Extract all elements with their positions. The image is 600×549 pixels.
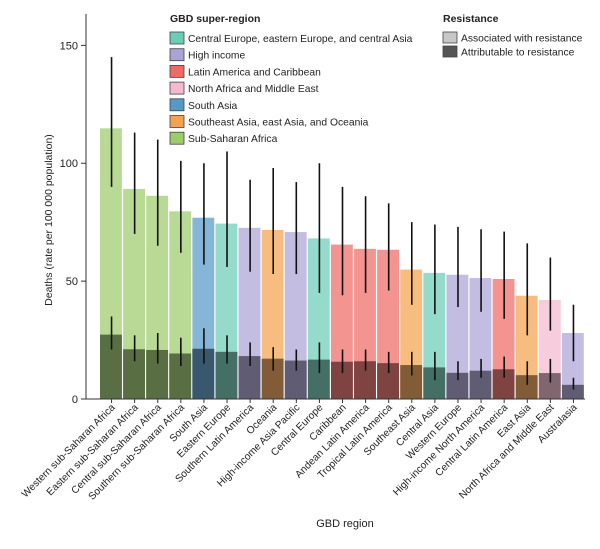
bar-attributable: [284, 360, 307, 399]
legend-label: Attributable to resistance: [461, 48, 575, 59]
legend-item: South Asia: [169, 98, 238, 112]
legend-swatch: [442, 31, 458, 44]
x-tick-label: Central sub-Saharan Africa: [70, 402, 165, 497]
bar-group: [492, 278, 515, 399]
bar-associated: [492, 278, 515, 399]
bar-associated: [561, 332, 584, 399]
bar-associated: [469, 278, 492, 399]
bar-group: [284, 232, 307, 399]
legend-layer: GBD super-region Central Europe, eastern …: [169, 13, 583, 145]
bar-group: [377, 249, 400, 399]
bar-associated: [146, 195, 169, 399]
bar-attributable: [261, 358, 284, 399]
y-axis-label: Deaths (rate per 100 000 population): [43, 134, 55, 306]
legend-item: North Africa and Middle East: [169, 81, 319, 95]
bar-attributable: [146, 349, 169, 399]
bar-associated: [261, 229, 284, 399]
bar-group: [100, 128, 122, 400]
legend-swatch: [169, 115, 185, 128]
bar-attributable: [538, 373, 561, 399]
bar-associated: [169, 211, 192, 399]
legend-label: Latin America and Caribbean: [188, 67, 321, 78]
bar-attributable: [100, 334, 122, 399]
legend-swatch: [442, 45, 458, 58]
bar-group: [215, 223, 238, 399]
bar-group: [561, 332, 584, 399]
legend-item: Latin America and Caribbean: [169, 65, 321, 78]
bar-attributable: [469, 370, 492, 399]
bar-associated: [307, 238, 330, 399]
bar-associated: [446, 274, 469, 399]
legend-swatch: [169, 65, 185, 78]
y-tick-label: 50: [66, 276, 78, 288]
legend-label: North Africa and Middle East: [188, 84, 319, 95]
legend-item: Southeast Asia, east Asia, and Oceania: [169, 115, 369, 129]
bar-group: [261, 229, 284, 399]
legend-label: South Asia: [188, 101, 238, 112]
bar-attributable: [192, 348, 215, 399]
legend-swatch: [169, 131, 185, 145]
bar-group: [515, 295, 538, 399]
bar-group: [423, 272, 446, 399]
bar-attributable: [400, 365, 423, 399]
legend-item: Central Europe, eastern Europe, and cent…: [169, 31, 413, 45]
bar-attributable: [377, 363, 400, 399]
bar-group: [446, 274, 469, 399]
legend-label: Southeast Asia, east Asia, and Oceania: [188, 118, 369, 129]
legend-label: Central Europe, eastern Europe, and cent…: [188, 34, 413, 45]
bar-group: [330, 244, 353, 399]
legend-item: Attributable to resistance: [442, 45, 575, 59]
legend-swatch: [169, 98, 185, 112]
y-tick-label: 150: [60, 40, 78, 52]
bar-group: [238, 227, 261, 399]
y-tick-label: 100: [60, 158, 78, 170]
bar-attributable: [169, 353, 192, 399]
bars-layer: [100, 57, 584, 400]
legend-item: Sub-Saharan Africa: [169, 131, 278, 145]
bar-attributable: [354, 361, 376, 399]
bar-group: [123, 188, 145, 399]
bar-attributable: [492, 369, 515, 399]
legend-label: High income: [188, 51, 246, 62]
y-tick-label: 0: [72, 394, 78, 406]
legend-label: Associated with resistance: [461, 34, 583, 45]
bar-attributable: [307, 359, 330, 399]
bar-attributable: [446, 372, 469, 399]
bar-associated: [100, 128, 122, 400]
bar-associated: [515, 295, 538, 399]
bar-attributable: [215, 351, 238, 399]
legend-item: Associated with resistance: [442, 31, 583, 45]
bar-group: [169, 211, 192, 399]
bar-group: [307, 238, 330, 399]
bar-group: [354, 248, 376, 399]
legend-title: Resistance: [443, 13, 499, 25]
x-axis-label: GBD region: [316, 518, 373, 530]
legend-label: Sub-Saharan Africa: [188, 134, 278, 145]
bar-group: [192, 217, 215, 399]
bar-associated: [330, 244, 353, 399]
legend-swatch: [169, 31, 185, 45]
legend-title: GBD super-region: [170, 13, 260, 25]
bar-associated: [377, 249, 400, 399]
bar-attributable: [330, 361, 353, 399]
bar-group: [146, 195, 169, 399]
bar-attributable: [515, 375, 538, 399]
bar-attributable: [238, 356, 261, 399]
bar-attributable: [123, 349, 145, 399]
bar-group: [538, 299, 561, 399]
bar-associated: [284, 232, 307, 399]
legend-swatch: [169, 48, 185, 62]
bar-group: [400, 269, 423, 399]
legend-swatch: [169, 81, 185, 95]
bar-attributable: [561, 384, 584, 399]
bar-associated: [123, 188, 145, 399]
bar-group: [469, 278, 492, 399]
x-tick-label: Eastern sub-Saharan Africa: [45, 402, 141, 498]
legend-item: High income: [169, 48, 246, 62]
bar-attributable: [423, 367, 446, 399]
